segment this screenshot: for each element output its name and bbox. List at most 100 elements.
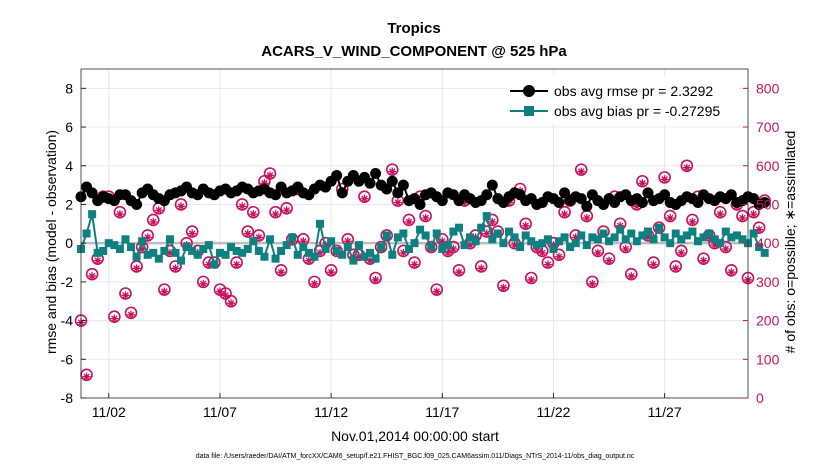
bias-point [532, 241, 541, 250]
legend: obs avg rmse pr = 2.3292 obs avg bias pr… [507, 76, 739, 124]
obs-assimilated-point [749, 210, 758, 219]
y-tick-label: 2 [65, 196, 73, 212]
bias-point [477, 223, 486, 232]
bias-point [660, 233, 669, 242]
bias-point [454, 223, 463, 232]
bias-point [738, 235, 747, 244]
bias-point [360, 252, 369, 261]
obs-assimilated-point [132, 264, 141, 273]
bias-point [460, 241, 469, 250]
obs-assimilated-point [238, 202, 247, 211]
bias-point [527, 237, 536, 246]
y-tick-label: -8 [61, 390, 74, 406]
bias-point [582, 241, 591, 250]
obs-assimilated-point [299, 237, 308, 246]
bias-point [182, 243, 191, 252]
obs-assimilated-point [171, 264, 180, 273]
bias-point [499, 239, 508, 248]
y-tick-label: -2 [61, 274, 74, 290]
y-right-axis-label: # of obs: o=possible; ∗=assimilated [782, 131, 798, 354]
obs-assimilated-point [416, 194, 425, 203]
obs-assimilated-point [271, 210, 280, 219]
obs-assimilated-point [571, 233, 580, 242]
bias-point [749, 229, 758, 238]
obs-assimilated-point [755, 225, 764, 234]
bias-point [238, 248, 247, 257]
obs-assimilated-point [316, 248, 325, 257]
obs-assimilated-point [627, 272, 636, 281]
obs-assimilated-point [621, 244, 630, 253]
rmse-point [553, 197, 565, 209]
x-tick-label: 11/27 [648, 404, 682, 420]
bias-point [310, 252, 319, 261]
obs-assimilated-point [593, 248, 602, 257]
rmse-point [636, 197, 648, 209]
x-tick-label: 11/22 [536, 404, 570, 420]
bias-point [560, 233, 569, 242]
obs-assimilated-point [454, 268, 463, 277]
bias-point [721, 227, 730, 236]
rmse-point [381, 183, 393, 195]
obs-assimilated-point [249, 210, 258, 219]
bias-point [327, 237, 336, 246]
bias-point [138, 237, 147, 246]
rmse-point [559, 187, 571, 199]
bias-point [93, 248, 102, 257]
obs-assimilated-point [388, 167, 397, 176]
bias-point [115, 244, 124, 253]
y-axis-label: rmse and bias (model - observation) [43, 130, 59, 354]
bias-point [688, 227, 697, 236]
legend-box [507, 76, 739, 124]
bias-point [171, 248, 180, 257]
obs-assimilated-point [438, 237, 447, 246]
bias-point [82, 229, 91, 238]
obs-assimilated-point [605, 256, 614, 265]
obs-assimilated-point [466, 241, 475, 250]
obs-assimilated-point [310, 279, 319, 288]
bias-point [671, 229, 680, 238]
bias-point [682, 231, 691, 240]
obs-assimilated-point [232, 260, 241, 269]
obs-assimilated-point [343, 237, 352, 246]
obs-assimilated-point [699, 256, 708, 265]
obs-assimilated-point [716, 210, 725, 219]
obs-assimilated-point [93, 256, 102, 265]
bias-point [149, 248, 158, 257]
bias-point [421, 231, 430, 240]
bias-point [510, 233, 519, 242]
obs-assimilated-point [660, 175, 669, 184]
bias-point [399, 229, 408, 238]
y-right-tick-label: 100 [756, 351, 780, 367]
bias-point [377, 243, 386, 252]
obs-assimilated-point [115, 210, 124, 219]
bias-point [165, 235, 174, 244]
obs-assimilated-point [204, 260, 213, 269]
rmse-point [392, 187, 404, 199]
bias-point [410, 239, 419, 248]
bias-point [627, 229, 636, 238]
y-right-axis-ticks: 0 100 200 300 400 500 600 700 800 [743, 80, 780, 406]
bias-point [210, 260, 219, 269]
obs-assimilated-point [188, 229, 197, 238]
y-tick-label: -4 [61, 313, 74, 329]
bias-point [538, 239, 547, 248]
data-file-note: data file: /Users/raeder/DAI/ATM_forcXX/… [196, 453, 635, 460]
bias-point [432, 229, 441, 238]
obs-assimilated-point [282, 206, 291, 215]
obs-assimilated-point [421, 214, 430, 223]
obs-assimilated-point [638, 179, 647, 188]
obs-assimilated-point [265, 171, 274, 180]
bias-point [349, 256, 358, 265]
bias-point [588, 233, 597, 242]
y-tick-label: 4 [65, 158, 73, 174]
bias-point [332, 246, 341, 255]
bias-point [154, 254, 163, 263]
x-tick-label: 11/02 [92, 404, 126, 420]
bias-point [693, 237, 702, 246]
y-right-tick-label: 400 [756, 235, 780, 251]
rmse-point [364, 177, 376, 189]
obs-assimilated-point [354, 252, 363, 261]
obs-assimilated-point [149, 217, 158, 226]
rmse-point [436, 195, 448, 207]
bias-point [260, 252, 269, 261]
